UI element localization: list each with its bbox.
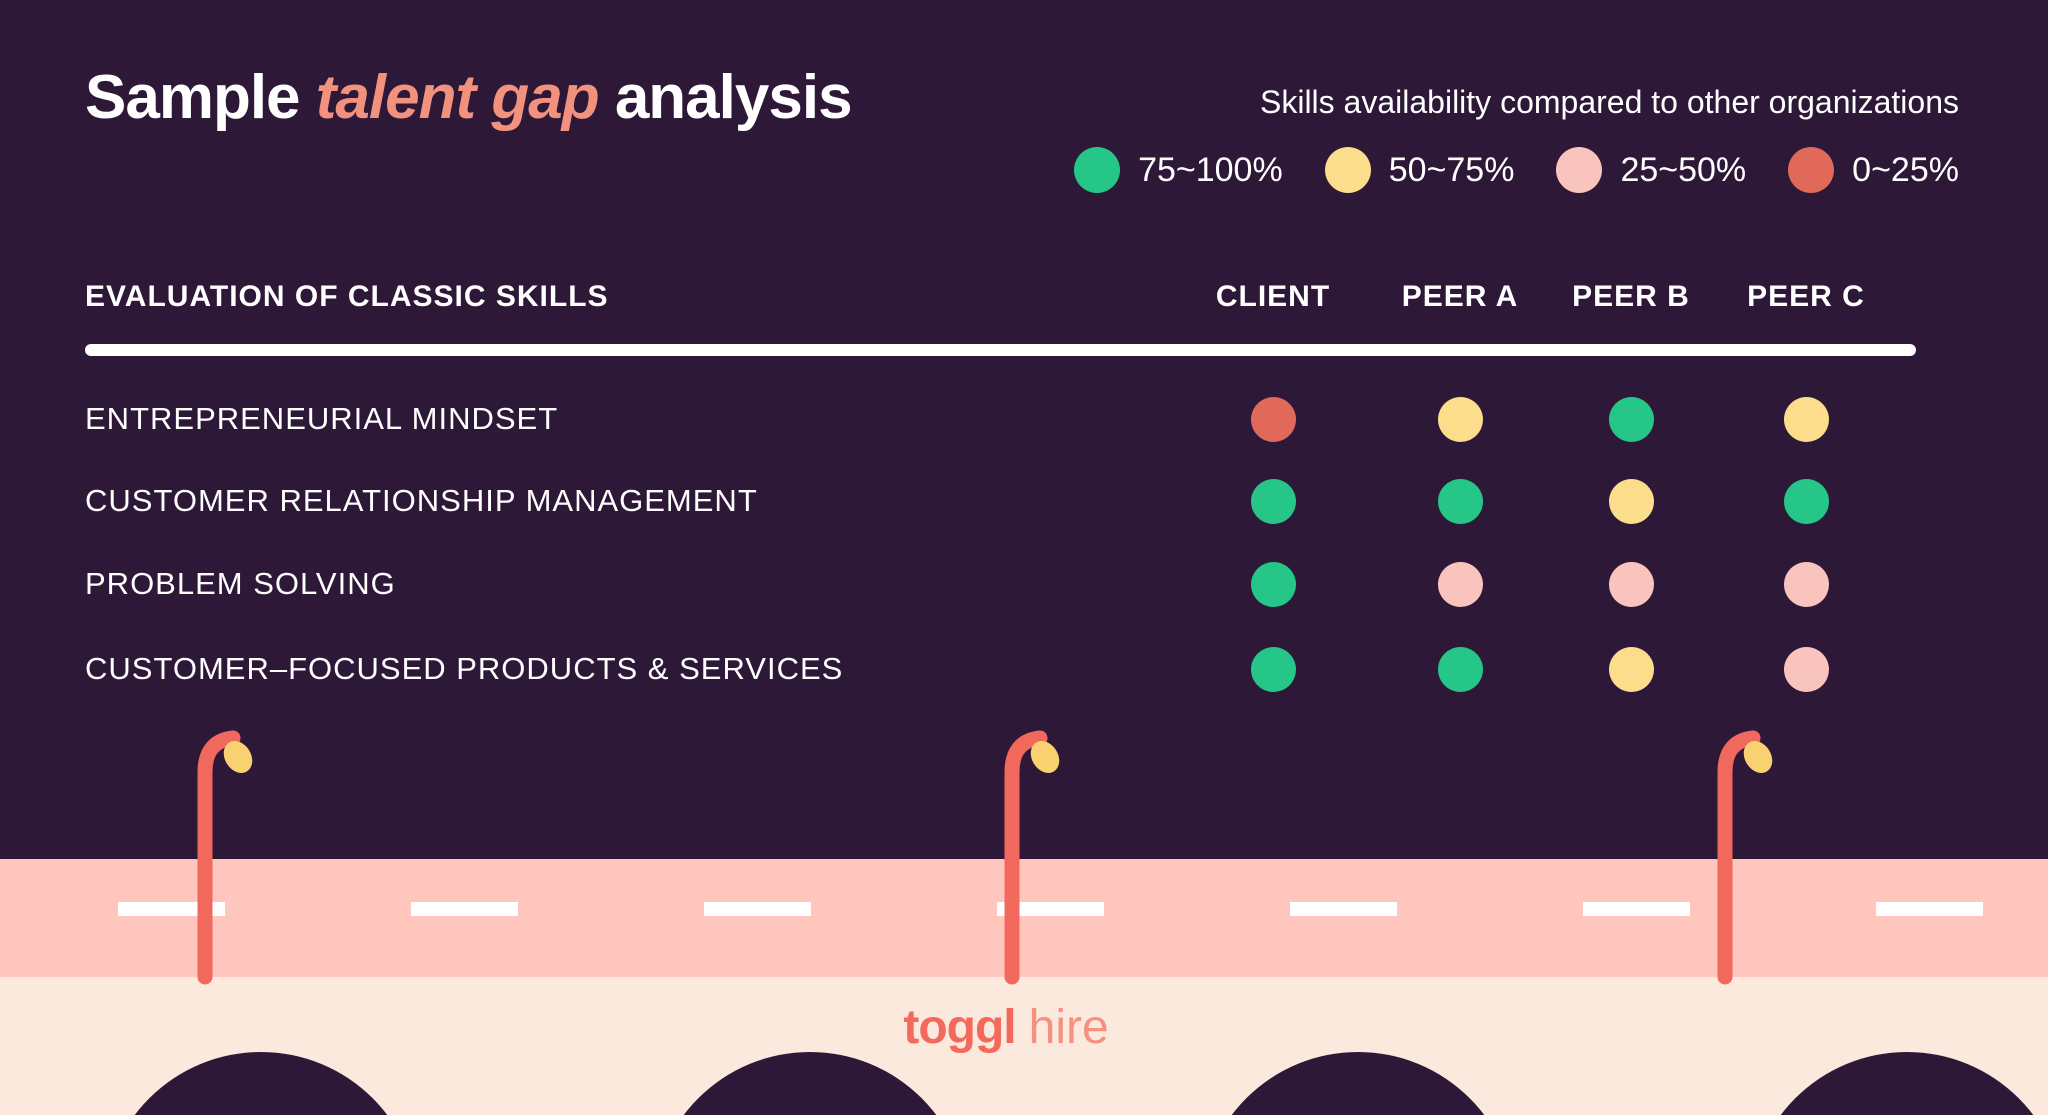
legend-title: Skills availability compared to other or…: [1259, 84, 1959, 120]
street-lamp-icon: [197, 730, 253, 985]
section-title: EVALUATION OF CLASSIC SKILLS: [85, 280, 609, 313]
column-header-peer-c: PEER C: [1747, 280, 1865, 313]
rating-dot: [1608, 397, 1654, 442]
skill-label: ENTREPRENEURIAL MINDSET: [85, 401, 559, 436]
legend-item-red: 0~25%: [1788, 147, 1959, 193]
table-divider: [85, 344, 1916, 356]
page-title: Sample talent gap analysis: [85, 62, 853, 133]
rating-dot: [1608, 479, 1654, 524]
street-lamp-icon: [1004, 730, 1060, 985]
rating-dot: [1783, 479, 1829, 524]
table-row: ENTREPRENEURIAL MINDSET: [0, 392, 2048, 446]
rating-dot: [1608, 562, 1654, 607]
rating-dot: [1250, 479, 1296, 524]
lane-dash: [1290, 902, 1397, 916]
legend-dot-red: [1788, 147, 1835, 193]
legend-label: 25~50%: [1620, 150, 1747, 189]
rating-dot: [1608, 647, 1654, 692]
title-part-1: Sample: [85, 63, 301, 132]
lamp-bulb-icon: [1030, 741, 1060, 773]
rating-dot: [1437, 562, 1483, 607]
legend-dot-yellow: [1324, 147, 1371, 193]
road: [0, 859, 2048, 977]
legend-label: 0~25%: [1852, 150, 1959, 189]
lamp-bulb-icon: [1743, 741, 1773, 773]
column-header-client: CLIENT: [1215, 280, 1331, 313]
lane-dash: [1876, 902, 1983, 916]
skill-label: CUSTOMER–FOCUSED PRODUCTS & SERVICES: [85, 651, 844, 686]
column-header-peer-b: PEER B: [1572, 280, 1690, 313]
rating-dot: [1437, 397, 1483, 442]
legend-dot-green: [1074, 147, 1121, 193]
rating-dot: [1783, 647, 1829, 692]
table-row: CUSTOMER–FOCUSED PRODUCTS & SERVICES: [0, 642, 2048, 696]
lane-dash: [1583, 902, 1690, 916]
lamp-post: [197, 730, 241, 985]
logo-toggl: toggl: [903, 1001, 1016, 1054]
title-accent: talent gap: [315, 63, 600, 132]
table-header: EVALUATION OF CLASSIC SKILLS CLIENT PEER …: [0, 272, 2048, 322]
table-row: PROBLEM SOLVING: [0, 557, 2048, 611]
skill-label: CUSTOMER RELATIONSHIP MANAGEMENT: [85, 483, 758, 518]
rating-dot: [1250, 562, 1296, 607]
lamp-post: [1004, 730, 1048, 985]
legend-item-pink: 25~50%: [1556, 147, 1746, 193]
lamp-bulb-icon: [223, 741, 253, 773]
legend-label: 75~100%: [1138, 150, 1283, 189]
column-header-peer-a: PEER A: [1401, 280, 1519, 313]
lane-dash: [704, 902, 811, 916]
legend-dot-pink: [1556, 147, 1603, 193]
lamp-post: [1717, 730, 1761, 985]
legend-item-yellow: 50~75%: [1324, 147, 1515, 193]
skill-label: PROBLEM SOLVING: [85, 566, 396, 601]
rating-dot: [1437, 479, 1483, 524]
rating-dot: [1437, 647, 1483, 692]
legend: Skills availability compared to other or…: [1074, 84, 1959, 193]
table-row: CUSTOMER RELATIONSHIP MANAGEMENT: [0, 474, 2048, 528]
rating-dot: [1250, 647, 1296, 692]
legend-item-green: 75~100%: [1074, 147, 1283, 193]
rating-dot: [1250, 397, 1296, 442]
legend-items: 75~100% 50~75% 25~50% 0~25%: [1074, 147, 1959, 193]
lane-dash: [411, 902, 518, 916]
legend-label: 50~75%: [1388, 150, 1515, 189]
street-lamp-icon: [1717, 730, 1773, 985]
logo-hire: hire: [1028, 1001, 1109, 1054]
rating-dot: [1783, 397, 1829, 442]
rating-dot: [1783, 562, 1829, 607]
title-part-2: analysis: [614, 63, 853, 132]
lane-dash: [997, 902, 1104, 916]
toggl-hire-logo: toggl hire: [903, 1000, 1108, 1055]
